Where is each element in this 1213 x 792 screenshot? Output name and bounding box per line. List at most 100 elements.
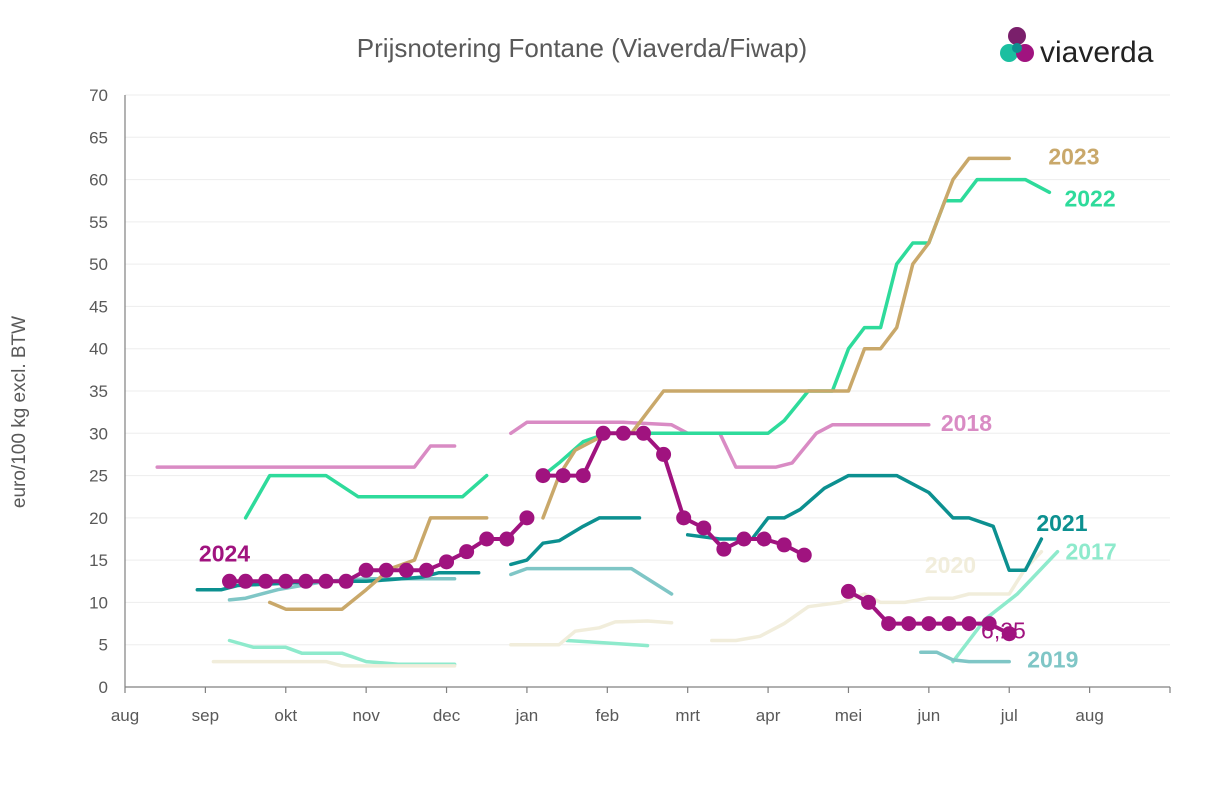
series-2024-point [736,531,752,547]
series-2022-line [243,473,489,520]
series-2024-point [398,562,414,578]
series-2024-point [776,537,792,553]
x-tick-label: nov [352,706,380,725]
x-tick-labels: aug sep okt nov dec jan feb mrt apr mei jun jul aug [111,706,1104,725]
series-2024-point [840,583,856,599]
series-label-2017: 2017 [1065,539,1116,565]
y-tick-label: 60 [89,171,108,190]
series-2020 [211,549,1044,668]
series-2021 [195,473,1044,592]
series-2024-point [258,573,274,589]
series-2024-point [338,573,354,589]
x-tick-label: apr [756,706,781,725]
series-2021-line [685,473,1044,573]
series-2024-point [796,547,812,563]
series-2024-point [881,616,897,632]
series-2024-point [676,510,692,526]
x-tick-label: mrt [675,706,700,725]
axes [124,95,1171,693]
series-2024-point [378,562,394,578]
series-2024-point [861,594,877,610]
series-label-2019: 2019 [1027,647,1078,673]
viaverda-logo-mark [1000,27,1034,62]
series-2024-point [499,531,515,547]
y-tick-label: 15 [89,551,108,570]
series-2024-point [941,616,957,632]
series-label-2022: 2022 [1064,185,1115,211]
series-2018 [155,420,931,469]
series-label-2023: 2023 [1048,143,1099,169]
y-tick-label: 65 [89,128,108,147]
x-tick-label: jul [1000,706,1018,725]
series-2018-line [509,420,931,469]
series-2024-point [961,616,977,632]
y-tick-label: 25 [89,467,108,486]
series-layer [155,156,1060,668]
series-2024 [222,425,1017,642]
series-labels: 2018 2017 2019 2020 2021 2022 2023 2024 6,25 [199,143,1117,672]
series-2019-line [919,650,1011,664]
y-tick-label: 40 [89,340,108,359]
y-tick-label: 30 [89,424,108,443]
y-tick-label: 0 [99,678,108,697]
series-2020-line [710,549,1044,643]
chart-title: Prijsnotering Fontane (Viaverda/Fiwap) [357,33,807,63]
series-2017 [227,549,1060,666]
y-tick-label: 5 [99,636,108,655]
series-2018-line [155,444,457,469]
series-2024-point [901,616,917,632]
series-2024-point [555,468,571,484]
x-tick-label: okt [274,706,297,725]
series-2024-point [921,616,937,632]
y-axis-label: euro/100 kg excl. BTW [9,316,30,508]
series-2020-line [509,619,674,647]
x-tick-label: jan [515,706,539,725]
series-2021-line [509,516,642,567]
series-label-2020: 2020 [925,552,976,578]
y-tick-label: 35 [89,382,108,401]
series-2017-line [565,638,650,648]
series-2024-point [238,573,254,589]
series-2024-point [479,531,495,547]
viaverda-logo: viaverda [1000,27,1154,69]
x-tick-label: aug [1075,706,1103,725]
series-2024-point [535,468,551,484]
series-label-2018: 2018 [941,410,992,436]
series-2020-line [211,659,457,668]
x-tick-label: aug [111,706,139,725]
series-2023 [267,156,1011,611]
y-tick-label: 10 [89,593,108,612]
last-value-label: 6,25 [981,618,1026,644]
y-tick-label: 45 [89,297,108,316]
y-tick-label: 55 [89,213,108,232]
series-2017-line [951,549,1060,664]
series-2023-line [267,516,489,611]
series-2017-line [227,638,457,666]
y-tick-labels: 0 5 10 15 20 25 30 35 40 45 50 55 60 65 70 [89,86,108,697]
series-2023-line [541,156,1011,520]
series-2024-point [459,544,475,560]
series-2024-point [439,554,455,570]
series-2024-point [298,573,314,589]
y-tick-label: 20 [89,509,108,528]
series-2024-point [418,562,434,578]
series-2024-point [358,562,374,578]
series-2024-point [595,425,611,441]
series-label-2021: 2021 [1036,510,1087,536]
x-tick-label: sep [192,706,219,725]
x-tick-label: jun [917,706,941,725]
series-2024-line [227,515,529,584]
viaverda-logo-text: viaverda [1040,36,1154,69]
series-2024-point [1001,626,1017,642]
series-2019-line [509,566,674,596]
grid-lines [125,94,1170,646]
series-2024-point [656,446,672,462]
series-2024-point [318,573,334,589]
x-tick-label: feb [595,706,619,725]
x-tick-label: mei [835,706,862,725]
series-2024-point [981,616,997,632]
series-2024-point [575,468,591,484]
series-label-2024: 2024 [199,540,250,566]
y-tick-label: 70 [89,86,108,105]
series-2024-point [696,520,712,536]
